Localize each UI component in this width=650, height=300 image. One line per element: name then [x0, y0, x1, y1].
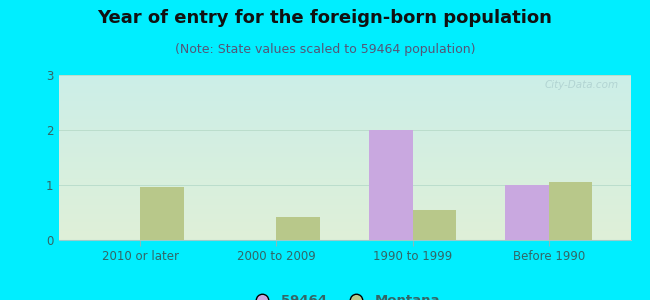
Text: Year of entry for the foreign-born population: Year of entry for the foreign-born popul… — [98, 9, 552, 27]
Bar — [505, 185, 549, 240]
Legend: 59464, Montana: 59464, Montana — [244, 289, 445, 300]
Bar — [276, 217, 320, 240]
Bar — [549, 182, 592, 240]
Bar — [369, 130, 413, 240]
Bar — [413, 210, 456, 240]
Bar — [140, 187, 184, 240]
Text: City-Data.com: City-Data.com — [545, 80, 619, 90]
Text: (Note: State values scaled to 59464 population): (Note: State values scaled to 59464 popu… — [175, 44, 475, 56]
